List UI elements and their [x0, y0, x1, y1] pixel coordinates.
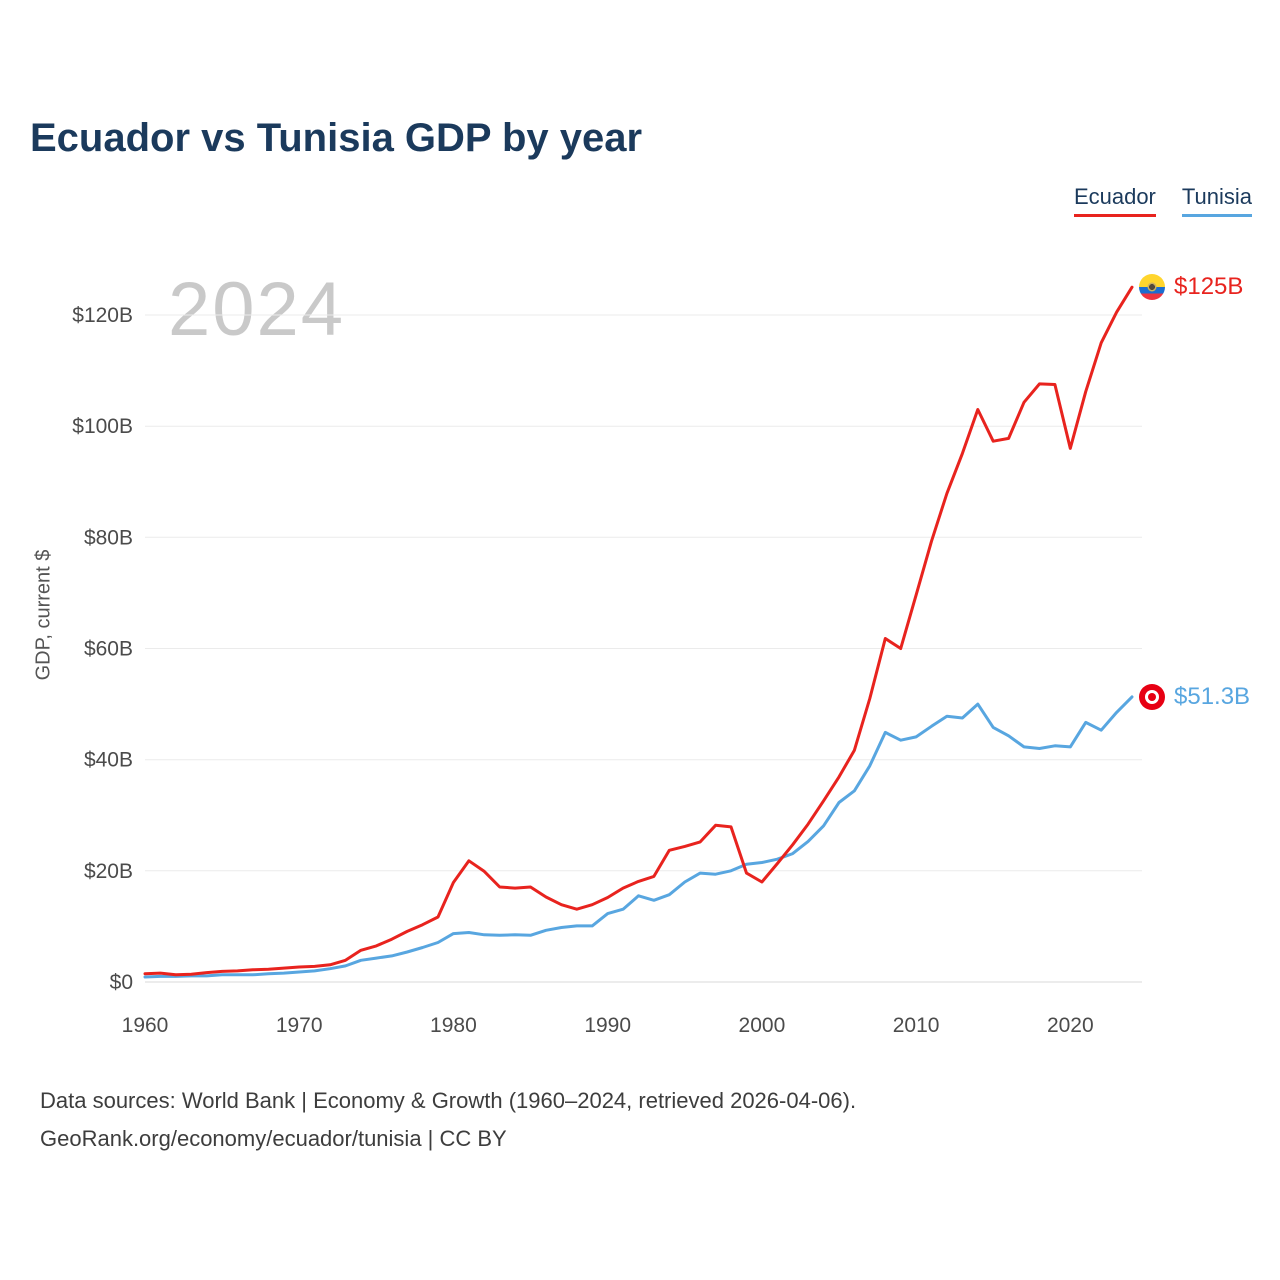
legend: Ecuador Tunisia — [1073, 184, 1252, 217]
svg-text:$80B: $80B — [84, 526, 133, 549]
svg-text:2020: 2020 — [1047, 1014, 1094, 1037]
legend-item-ecuador[interactable]: Ecuador — [1073, 184, 1156, 217]
svg-text:$40B: $40B — [84, 749, 133, 772]
footer-sources: Data sources: World Bank | Economy & Gro… — [40, 1088, 857, 1113]
svg-text:2000: 2000 — [739, 1014, 786, 1037]
page-title: Ecuador vs Tunisia GDP by year — [30, 116, 643, 160]
svg-text:$120B: $120B — [72, 304, 133, 327]
ecuador-flag-icon — [1139, 274, 1165, 301]
svg-text:2010: 2010 — [893, 1014, 940, 1037]
chart-canvas[interactable]: $0 $20B $40B $60B $80B $100B $120B 1960 1970 1980… — [0, 0, 1280, 1060]
svg-text:$0: $0 — [110, 971, 133, 994]
svg-text:1980: 1980 — [430, 1014, 477, 1037]
svg-text:$100B: $100B — [72, 415, 133, 438]
legend-item-tunisia[interactable]: Tunisia — [1181, 184, 1252, 217]
svg-text:1970: 1970 — [276, 1014, 323, 1037]
end-label-tunisia: $51.3B — [1174, 682, 1251, 710]
svg-text:$20B: $20B — [84, 860, 133, 883]
end-label-ecuador: $125B — [1174, 273, 1244, 301]
svg-text:1960: 1960 — [122, 1014, 169, 1037]
year-watermark: 2024 — [168, 267, 346, 352]
tunisia-flag-icon — [1139, 683, 1165, 710]
svg-text:1990: 1990 — [584, 1014, 631, 1037]
svg-text:$60B: $60B — [84, 638, 133, 661]
footer-attribution: GeoRank.org/economy/ecuador/tunisia | CC… — [40, 1126, 507, 1151]
